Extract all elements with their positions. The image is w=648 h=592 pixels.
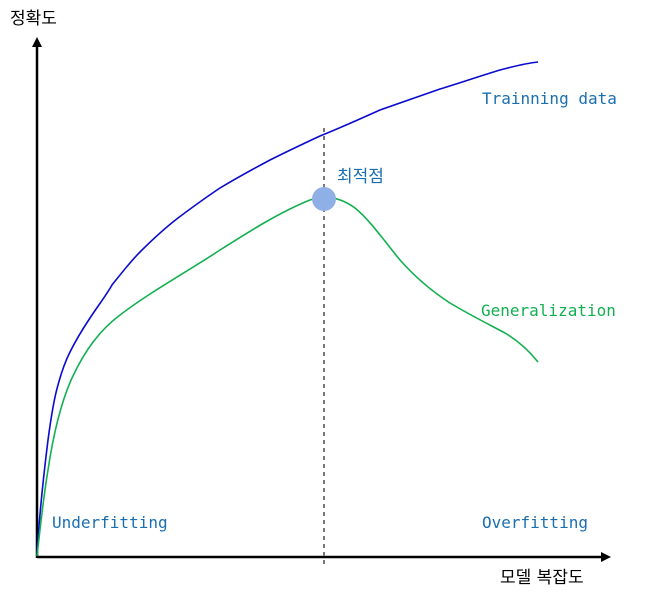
training-curve — [36, 61, 539, 556]
generalization-curve — [36, 196, 539, 557]
generalization-curve-label: Generalization — [481, 301, 616, 320]
training-curve-label: Trainning data — [482, 89, 617, 108]
overfitting-label: Overfitting — [482, 513, 588, 532]
underfitting-label: Underfitting — [52, 513, 168, 532]
optimum-label: 최적점 — [337, 167, 384, 187]
x-axis-label: 모델 복잡도 — [500, 568, 584, 588]
optimum-point-marker — [312, 187, 336, 211]
y-axis-label: 정확도 — [10, 9, 57, 29]
